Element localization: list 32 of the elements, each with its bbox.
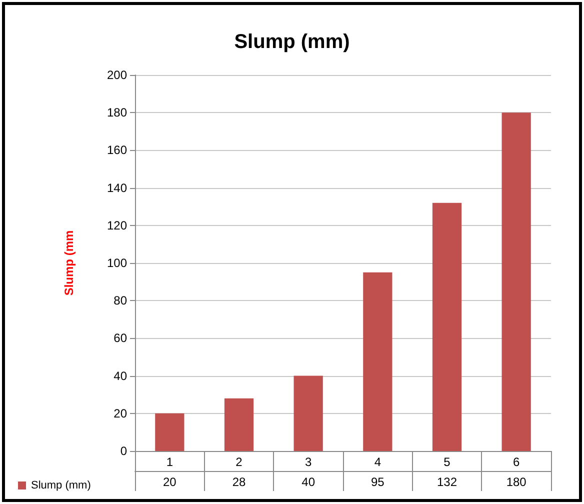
- x-tick-label: 6: [512, 455, 520, 469]
- y-tick-label: 160: [106, 143, 128, 158]
- data-label: 95: [370, 475, 385, 489]
- x-tick-label: 1: [166, 455, 174, 469]
- bar: [155, 413, 184, 451]
- x-tick-label: 5: [444, 455, 451, 469]
- y-axis-title: Slump (mm: [62, 230, 76, 296]
- x-tick-label: 4: [374, 455, 382, 469]
- x-tick-label: 3: [304, 455, 312, 469]
- x-tick-label: 2: [236, 455, 243, 469]
- y-tick-label: 40: [114, 368, 128, 383]
- bar: [224, 398, 254, 451]
- y-tick-label: 120: [106, 218, 128, 232]
- bar: [363, 272, 392, 451]
- chart-title: Slump (mm): [234, 31, 350, 53]
- legend-label: Slump (mm): [31, 480, 91, 492]
- data-label: 28: [232, 475, 246, 489]
- data-label: 132: [436, 475, 458, 489]
- bar: [294, 376, 323, 451]
- y-tick-label: 180: [106, 106, 128, 120]
- y-tick-label: 80: [114, 294, 128, 308]
- y-tick-label: 20: [114, 406, 128, 420]
- y-tick-label: 100: [106, 256, 128, 270]
- bar: [432, 202, 462, 451]
- y-tick-label: 200: [106, 68, 128, 82]
- y-tick-label: 0: [120, 444, 128, 458]
- y-tick-label: 60: [114, 331, 128, 346]
- y-tick-label: 140: [106, 180, 128, 195]
- bar: [502, 112, 531, 451]
- data-label: 40: [302, 475, 316, 489]
- data-label: 180: [506, 475, 527, 489]
- data-label: 20: [162, 475, 177, 489]
